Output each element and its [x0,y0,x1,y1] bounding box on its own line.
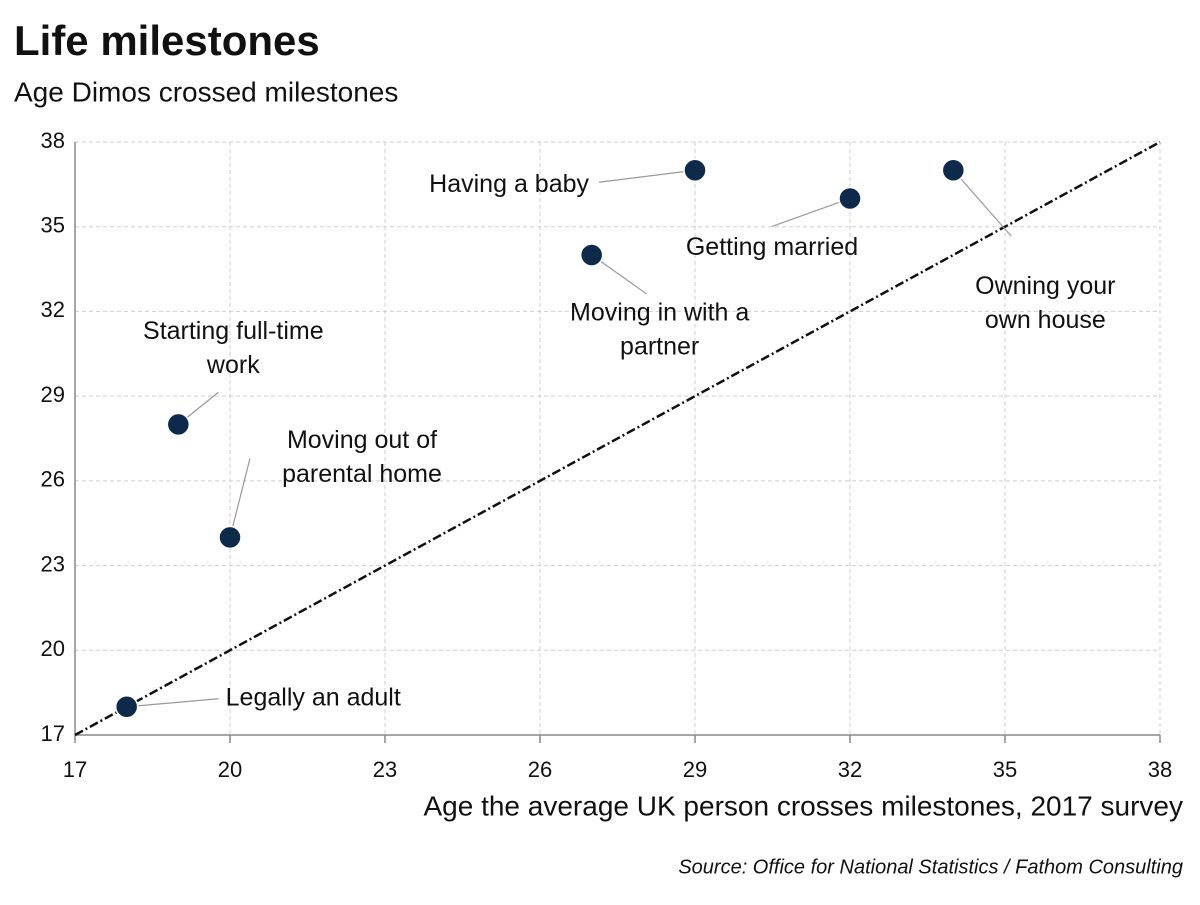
x-tick-label: 23 [373,757,397,782]
point [114,695,139,719]
leader-line [126,698,219,708]
y-tick-label: 20 [41,636,65,661]
point [683,158,707,182]
point-label: own house [985,306,1106,334]
x-tick-label: 35 [993,757,1017,782]
point-label: Legally an adult [226,683,401,711]
chart-subtitle: Age Dimos crossed milestones [14,76,398,107]
x-tick-label: 29 [683,757,707,782]
point-label: partner [620,333,699,361]
x-tick-label: 17 [63,757,87,782]
point-label: Getting married [686,233,858,261]
leader-line [771,197,851,228]
y-tick-label: 32 [41,297,65,322]
y-tick-label: 35 [41,213,65,238]
chart-title: Life milestones [14,17,320,64]
x-tick-label: 38 [1148,757,1172,782]
y-tick-label: 17 [41,721,65,746]
reference-line [74,140,1161,737]
y-tick-label: 26 [41,467,65,492]
y-tick-label: 38 [41,128,65,153]
leader-line [598,169,696,183]
y-tick-label: 23 [41,551,65,576]
point [941,158,966,182]
x-tick-label: 26 [528,757,552,782]
point-label: Having a baby [429,170,589,198]
point-label: Owning your [975,272,1115,300]
point [166,412,191,437]
point-label: parental home [282,460,442,488]
y-tick-label: 29 [41,382,65,407]
point-label: Moving out of [287,426,437,454]
point [579,243,604,267]
point [218,525,242,550]
x-tick-label: 32 [838,757,862,782]
point-label: Starting full-time [143,317,324,345]
leader-line [229,458,251,538]
x-axis-label: Age the average UK person crosses milest… [423,790,1183,821]
point-label: Moving in with a [570,299,749,327]
leader-line [952,169,1012,237]
point [838,186,862,211]
source: Source: Office for National Statistics /… [678,856,1183,878]
x-tick-label: 20 [218,757,242,782]
point-label: work [206,351,260,379]
